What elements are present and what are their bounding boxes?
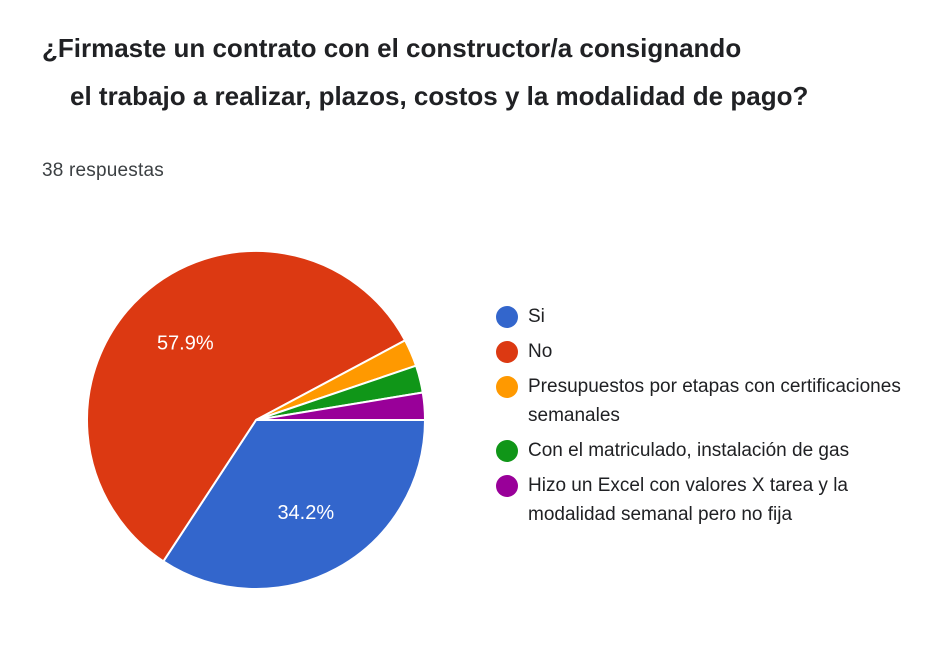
legend-swatch-1 [496, 341, 518, 363]
legend-swatch-0 [496, 306, 518, 328]
legend-swatch-3 [496, 440, 518, 462]
pie-slices [86, 249, 427, 590]
legend-label-3: Con el matriculado, instalación de gas [528, 440, 850, 461]
pie-data-label-1: 57.9% [157, 333, 214, 355]
chart-legend: Si No Presupuestos por etapas con certific… [496, 302, 916, 535]
legend-label-4: Hizo un Excel con valores X tarea y la m… [528, 475, 848, 525]
pie-slice-4[interactable] [255, 391, 427, 421]
legend-item-1[interactable]: No [496, 337, 916, 366]
pie-data-labels: 34.2% 57.9% [157, 333, 334, 525]
legend-item-0[interactable]: Si [496, 302, 916, 331]
pie-slice-1[interactable] [86, 249, 407, 563]
legend-label-1: No [528, 341, 553, 362]
response-count: 38 respuestas [42, 160, 164, 181]
legend-swatch-4 [496, 475, 518, 497]
pie-data-label-0: 34.2% [277, 502, 334, 524]
question-title-line2: el trabajo a realizar, plazos, costos y … [70, 81, 809, 111]
legend-item-3[interactable]: Con el matriculado, instalación de gas [496, 436, 916, 465]
question-title-line1: ¿Firmaste un contrato con el constructor… [42, 33, 742, 63]
legend-label-0: Si [528, 306, 545, 327]
question-title: ¿Firmaste un contrato con el constructor… [42, 24, 902, 120]
legend-label-2: Presupuestos por etapas con certificacio… [528, 376, 901, 426]
legend-swatch-2 [496, 376, 518, 398]
legend-item-2[interactable]: Presupuestos por etapas con certificacio… [496, 372, 916, 430]
legend-item-4[interactable]: Hizo un Excel con valores X tarea y la m… [496, 471, 916, 529]
